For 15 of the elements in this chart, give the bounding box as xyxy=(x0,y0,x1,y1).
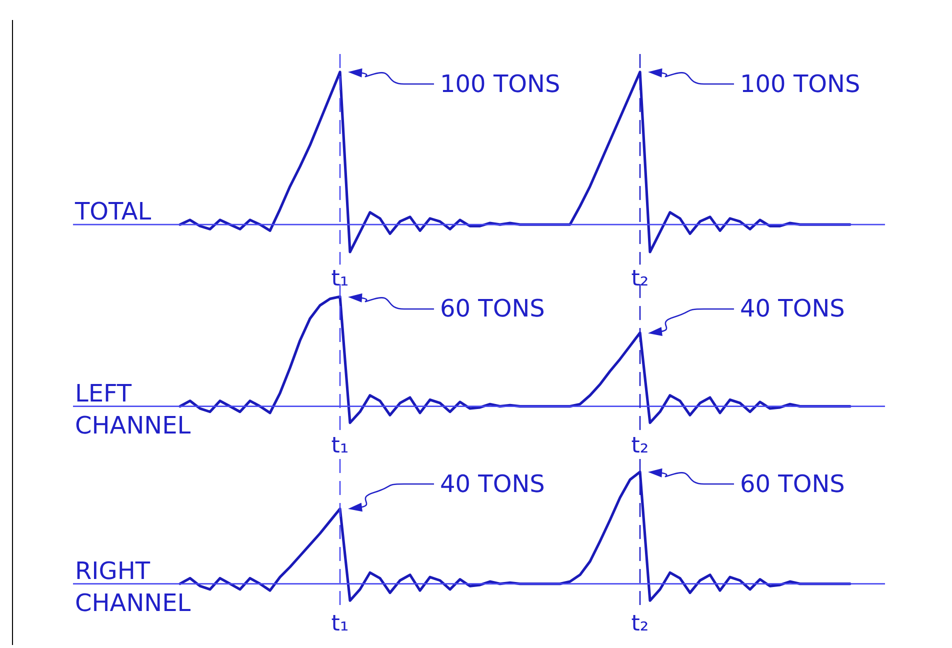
x-tick-label: t₁ xyxy=(331,266,349,292)
x-tick-label: t₁ xyxy=(331,612,349,637)
annotation: 60 TONS xyxy=(440,294,545,323)
series-label: LEFT CHANNEL xyxy=(75,379,192,440)
x-tick-label: t₂ xyxy=(631,434,649,459)
annotation: 100 TONS xyxy=(440,70,560,98)
x-tick-label: t₂ xyxy=(631,612,649,637)
series-label: RIGHT CHANNEL xyxy=(75,556,192,617)
x-tick-label: t₁ xyxy=(331,434,349,459)
annotation: 40 TONS xyxy=(440,470,545,498)
annotation: 40 TONS xyxy=(740,294,845,323)
annotation: 60 TONS xyxy=(740,470,845,498)
annotation: 100 TONS xyxy=(740,70,860,98)
series-label: TOTAL xyxy=(74,198,152,226)
x-tick-label: t₂ xyxy=(631,266,649,292)
